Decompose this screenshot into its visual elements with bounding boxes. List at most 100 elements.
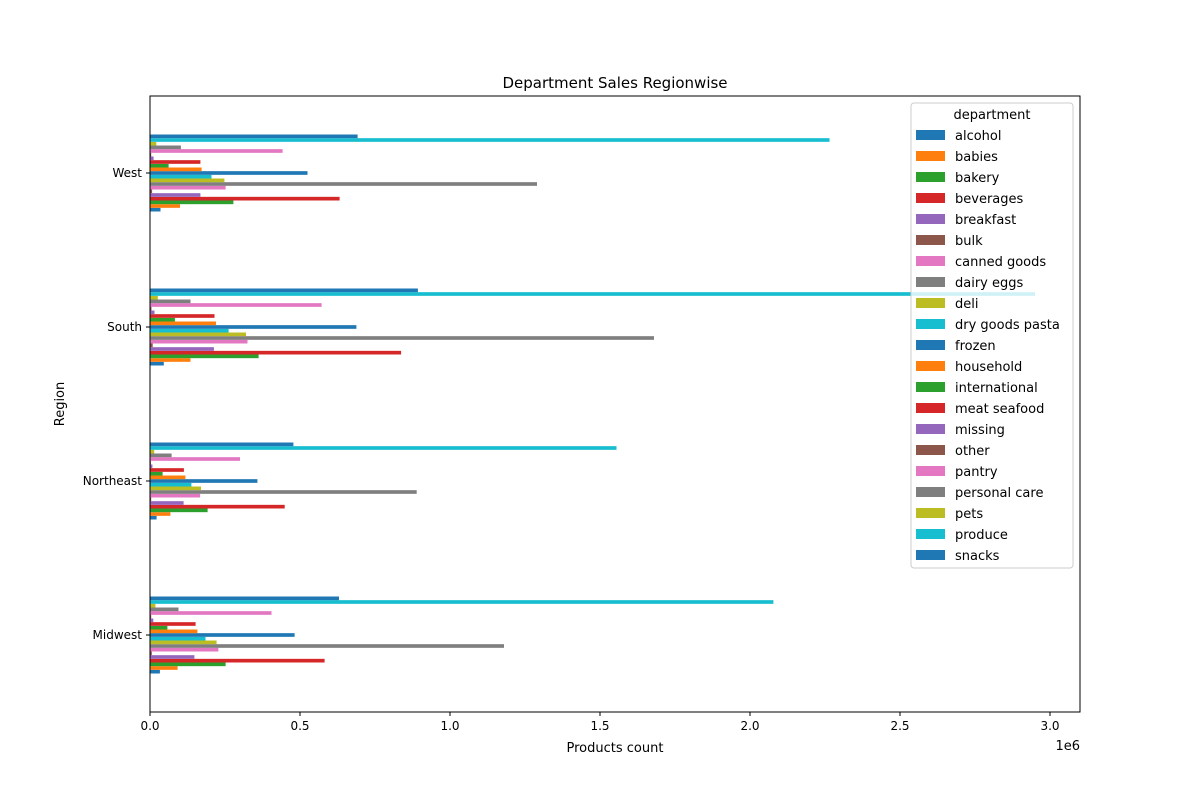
legend-swatch — [916, 277, 945, 287]
legend-label: frozen — [955, 339, 996, 354]
bar-south-personal-care — [150, 299, 191, 304]
x-axis-offset-label: 1e6 — [1055, 739, 1080, 754]
x-axis-label: Products count — [567, 741, 664, 756]
x-tick-label: 0.0 — [140, 719, 159, 733]
legend-box — [910, 102, 1074, 569]
bar-west-breakfast — [150, 193, 201, 197]
x-tick-label: 2.5 — [890, 719, 909, 733]
bar-west-dairy-eggs — [150, 182, 537, 186]
bar-west-bakery — [150, 200, 234, 205]
bar-south-missing — [150, 310, 155, 315]
plot-frame — [149, 95, 1081, 713]
bar-midwest-alcohol — [150, 669, 160, 674]
bar-midwest-frozen — [150, 633, 295, 637]
bar-northeast-frozen — [150, 479, 258, 483]
bar-south-household — [150, 321, 216, 326]
bar-west-international — [150, 163, 169, 168]
legend-label: international — [955, 381, 1038, 396]
y-tick-label: Northeast — [83, 474, 143, 488]
bar-west-missing — [150, 156, 154, 161]
legend-label: snacks — [955, 549, 1000, 564]
bar-northeast-pets — [150, 449, 155, 454]
bar-south-meat-seafood — [150, 314, 215, 318]
bar-northeast-produce — [150, 446, 617, 450]
bar-west-produce — [150, 138, 830, 142]
legend-swatch — [916, 151, 945, 161]
bar-south-pets — [150, 295, 158, 300]
legend-label: bakery — [955, 171, 1000, 186]
bar-south-alcohol — [150, 361, 164, 366]
bar-northeast-missing — [150, 464, 153, 469]
legend-label: other — [955, 444, 990, 459]
legend-swatch — [916, 130, 945, 140]
bar-south-bakery — [150, 354, 259, 359]
bar-midwest-other — [150, 614, 152, 619]
bar-west-pantry — [150, 149, 283, 153]
bar-south-bulk — [150, 343, 153, 348]
bar-midwest-pantry — [150, 611, 272, 615]
legend-label: alcohol — [955, 129, 1001, 144]
bar-midwest-bakery — [150, 662, 226, 667]
y-tick-label: Midwest — [93, 628, 143, 642]
legend-label: babies — [955, 150, 998, 165]
bar-northeast-dry-goods-pasta — [150, 482, 192, 487]
legend-swatch — [916, 235, 945, 245]
bar-northeast-dairy-eggs — [150, 490, 417, 494]
legend-swatch — [916, 508, 945, 518]
bar-midwest-produce — [150, 600, 774, 604]
legend-swatch — [916, 382, 945, 392]
bar-northeast-bulk — [150, 497, 152, 502]
legend-label: dry goods pasta — [955, 318, 1060, 333]
bar-midwest-canned-goods — [150, 647, 219, 652]
legend-label: bulk — [955, 234, 983, 249]
chart-title: Department Sales Regionwise — [502, 74, 727, 92]
bar-south-frozen — [150, 325, 357, 329]
bar-midwest-dry-goods-pasta — [150, 636, 206, 641]
legend-swatch — [916, 193, 945, 203]
bar-west-babies — [150, 204, 180, 208]
bar-south-beverages — [150, 350, 402, 355]
bar-northeast-pantry — [150, 457, 240, 461]
bar-south-other — [150, 306, 152, 311]
legend-label: canned goods — [955, 255, 1046, 270]
legend-swatch — [916, 172, 945, 182]
bar-west-personal-care — [150, 145, 181, 150]
bar-south-deli — [150, 332, 246, 337]
bar-northeast-breakfast — [150, 501, 184, 505]
bar-northeast-bakery — [150, 508, 208, 513]
legend-title: department — [954, 108, 1031, 123]
bar-northeast-personal-care — [150, 453, 172, 458]
bar-northeast-babies — [150, 512, 171, 516]
bar-south-dry-goods-pasta — [150, 328, 229, 333]
bar-northeast-alcohol — [150, 515, 157, 520]
legend-swatch — [916, 487, 945, 497]
bar-midwest-deli — [150, 640, 217, 645]
bar-south-produce — [150, 292, 1035, 296]
legend-swatch — [916, 550, 945, 560]
y-tick-label: South — [107, 320, 142, 334]
bar-midwest-snacks — [150, 596, 339, 601]
x-tick-label: 1.0 — [440, 719, 459, 733]
bar-south-snacks — [150, 288, 418, 293]
bar-northeast-household — [150, 475, 186, 480]
bar-west-deli — [150, 178, 225, 183]
y-axis: Midwest Northeast South West — [83, 166, 150, 642]
legend-label: beverages — [955, 192, 1024, 207]
legend-label: pantry — [955, 465, 998, 480]
y-axis-label: Region — [53, 382, 68, 427]
y-tick-label: West — [112, 166, 142, 180]
bar-midwest-personal-care — [150, 607, 179, 612]
bar-south-canned-goods — [150, 339, 248, 344]
bar-midwest-missing — [150, 618, 154, 623]
x-tick-label: 2.0 — [740, 719, 759, 733]
x-tick-label: 1.5 — [590, 719, 609, 733]
legend-label: missing — [955, 423, 1005, 438]
bar-northeast-snacks — [150, 442, 294, 447]
legend-label: meat seafood — [955, 402, 1044, 417]
bar-midwest-international — [150, 625, 168, 630]
bar-northeast-deli — [150, 486, 201, 491]
bar-west-frozen — [150, 171, 308, 175]
legend-swatch — [916, 319, 945, 329]
bar-south-international — [150, 317, 175, 322]
bar-south-dairy-eggs — [150, 336, 654, 340]
